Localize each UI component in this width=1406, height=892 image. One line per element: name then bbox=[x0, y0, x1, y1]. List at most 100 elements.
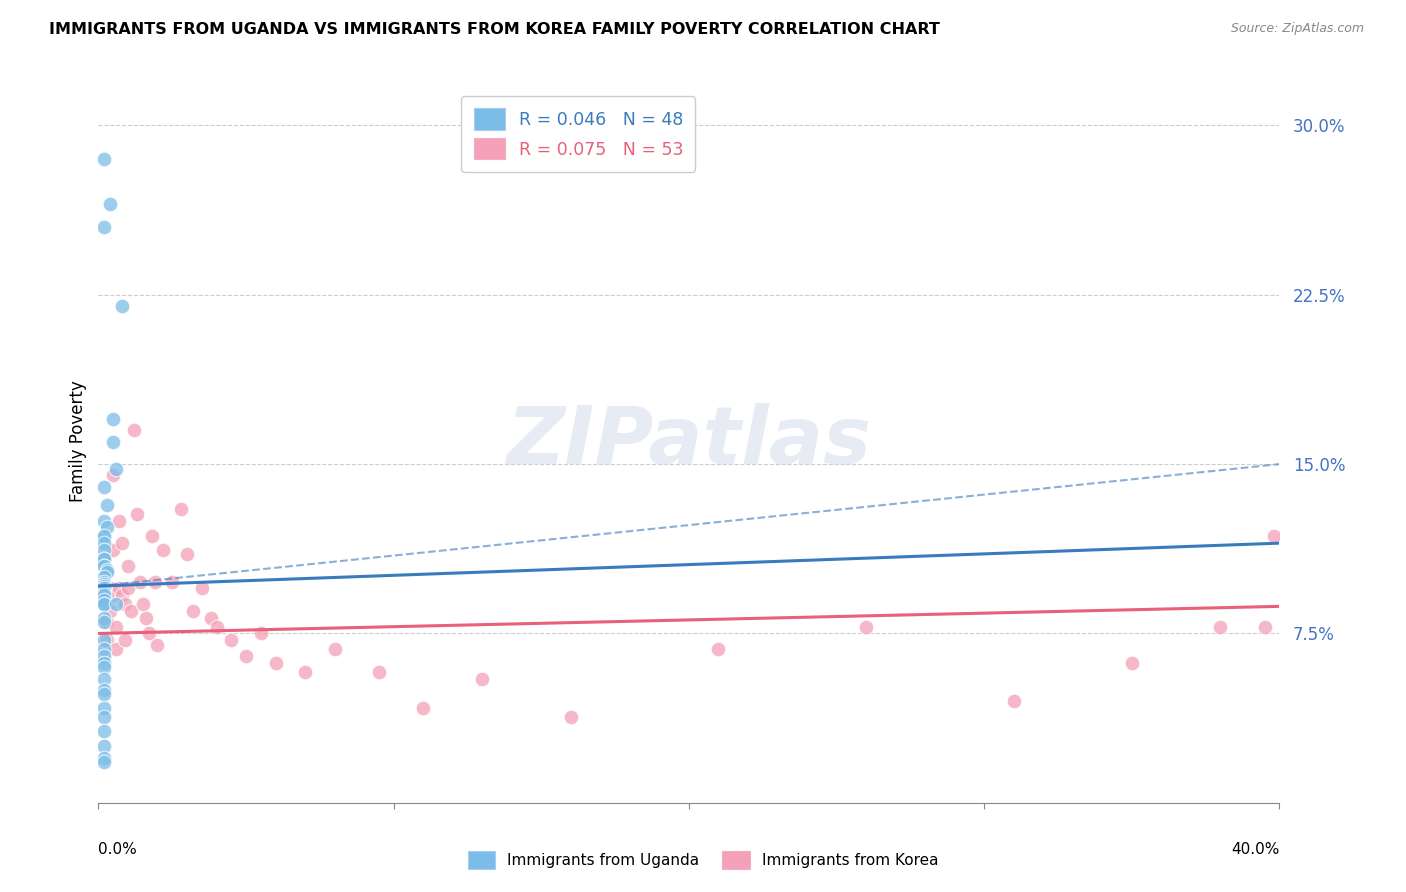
Point bbox=[93, 739, 115, 754]
Point bbox=[103, 412, 125, 426]
Point bbox=[176, 548, 198, 562]
Point bbox=[1209, 620, 1232, 634]
Point bbox=[93, 570, 115, 584]
Point bbox=[93, 755, 115, 769]
Point bbox=[96, 520, 118, 534]
Point bbox=[111, 536, 134, 550]
Point bbox=[103, 468, 125, 483]
Point bbox=[855, 620, 877, 634]
Point bbox=[235, 648, 257, 663]
Point bbox=[105, 461, 128, 475]
Point bbox=[146, 638, 169, 652]
Text: 40.0%: 40.0% bbox=[1232, 842, 1279, 856]
Point bbox=[93, 552, 115, 566]
Point bbox=[138, 626, 160, 640]
Point bbox=[93, 750, 115, 764]
Point bbox=[96, 563, 118, 577]
Point bbox=[264, 656, 287, 670]
Point bbox=[114, 633, 136, 648]
Point bbox=[128, 574, 150, 589]
Point bbox=[111, 588, 134, 602]
Point bbox=[141, 529, 163, 543]
Point bbox=[707, 642, 730, 657]
Point bbox=[1121, 656, 1143, 670]
Point bbox=[93, 592, 115, 607]
Point bbox=[117, 582, 139, 596]
Point bbox=[93, 701, 115, 715]
Point bbox=[93, 592, 115, 607]
Point bbox=[111, 299, 134, 313]
Y-axis label: Family Poverty: Family Poverty bbox=[69, 381, 87, 502]
Point bbox=[221, 633, 243, 648]
Point bbox=[120, 604, 142, 618]
Point bbox=[1002, 694, 1025, 708]
Point bbox=[93, 558, 115, 573]
Point bbox=[98, 604, 121, 618]
Point bbox=[93, 642, 115, 657]
Point bbox=[105, 642, 128, 657]
Point bbox=[108, 514, 131, 528]
Point bbox=[93, 529, 115, 543]
Point bbox=[200, 610, 222, 624]
Point bbox=[1254, 620, 1277, 634]
Point bbox=[117, 558, 139, 573]
Point bbox=[181, 604, 204, 618]
Point bbox=[132, 597, 155, 611]
Point bbox=[93, 648, 115, 663]
Point bbox=[93, 586, 115, 600]
Point bbox=[93, 656, 115, 670]
Point bbox=[93, 633, 115, 648]
Point bbox=[93, 558, 115, 573]
Point bbox=[93, 672, 115, 686]
Point bbox=[93, 682, 115, 697]
Point bbox=[93, 660, 115, 674]
Point bbox=[98, 582, 121, 596]
Point bbox=[105, 597, 128, 611]
Point bbox=[96, 566, 118, 580]
Point bbox=[93, 710, 115, 724]
Point bbox=[93, 687, 115, 701]
Point bbox=[93, 153, 115, 167]
Point bbox=[96, 633, 118, 648]
Point bbox=[93, 597, 115, 611]
Legend: R = 0.046   N = 48, R = 0.075   N = 53: R = 0.046 N = 48, R = 0.075 N = 53 bbox=[461, 96, 696, 171]
Point bbox=[125, 507, 148, 521]
Text: 0.0%: 0.0% bbox=[98, 842, 138, 856]
Point bbox=[93, 542, 115, 557]
Point bbox=[205, 620, 228, 634]
Point bbox=[368, 665, 391, 679]
Point bbox=[323, 642, 346, 657]
Point bbox=[135, 610, 157, 624]
Text: Source: ZipAtlas.com: Source: ZipAtlas.com bbox=[1230, 22, 1364, 36]
Point bbox=[93, 480, 115, 494]
Point bbox=[191, 582, 214, 596]
Legend: Immigrants from Uganda, Immigrants from Korea: Immigrants from Uganda, Immigrants from … bbox=[461, 845, 945, 875]
Point bbox=[152, 542, 174, 557]
Point bbox=[93, 514, 115, 528]
Point bbox=[108, 582, 131, 596]
Text: IMMIGRANTS FROM UGANDA VS IMMIGRANTS FROM KOREA FAMILY POVERTY CORRELATION CHART: IMMIGRANTS FROM UGANDA VS IMMIGRANTS FRO… bbox=[49, 22, 941, 37]
Point bbox=[114, 597, 136, 611]
Point bbox=[93, 220, 115, 235]
Point bbox=[93, 576, 115, 591]
Point bbox=[93, 582, 115, 596]
Point bbox=[93, 552, 115, 566]
Point bbox=[170, 502, 193, 516]
Point bbox=[294, 665, 316, 679]
Point bbox=[143, 574, 166, 589]
Point bbox=[93, 610, 115, 624]
Point bbox=[412, 701, 434, 715]
Point bbox=[93, 615, 115, 630]
Point bbox=[471, 672, 494, 686]
Point bbox=[105, 620, 128, 634]
Point bbox=[122, 423, 145, 437]
Point bbox=[93, 574, 115, 589]
Point bbox=[96, 615, 118, 630]
Point bbox=[93, 579, 115, 593]
Point bbox=[250, 626, 273, 640]
Point bbox=[560, 710, 582, 724]
Point bbox=[93, 536, 115, 550]
Point bbox=[93, 597, 115, 611]
Point bbox=[103, 434, 125, 449]
Text: ZIPatlas: ZIPatlas bbox=[506, 402, 872, 481]
